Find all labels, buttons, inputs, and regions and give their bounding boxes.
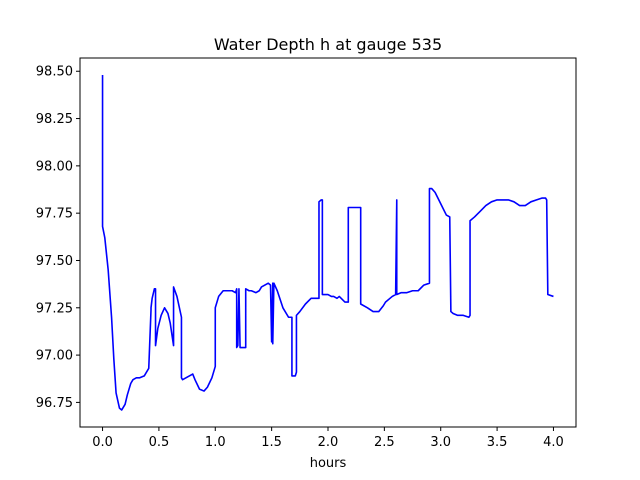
- y-tick-label: 98.00: [36, 159, 73, 174]
- y-tick-label: 96.75: [36, 396, 73, 411]
- x-tick-label: 2.0: [318, 435, 339, 450]
- x-tick-label: 1.0: [205, 435, 226, 450]
- x-tick-label: 3.5: [487, 435, 508, 450]
- y-tick-label: 97.00: [36, 349, 73, 364]
- plot-background: [80, 58, 576, 427]
- series-line: [101, 75, 554, 411]
- x-tick-label: 0.0: [92, 435, 113, 450]
- x-tick-label: 0.5: [149, 435, 170, 450]
- y-tick-label: 98.50: [36, 65, 73, 80]
- chart-title: Water Depth h at gauge 535: [214, 35, 442, 54]
- y-tick-label: 97.75: [36, 207, 73, 222]
- y-axis: 96.75 97.00 97.25 97.50 97.75 98.00 98.25 98.50: [36, 65, 80, 411]
- x-axis-label: hours: [310, 456, 347, 471]
- x-tick-label: 1.5: [261, 435, 282, 450]
- series-layer: [101, 75, 554, 411]
- plot-area: [79, 57, 577, 428]
- x-axis: 0.0 0.5 1.0 1.5 2.0 2.5 3.0 3.5 4.0: [92, 427, 564, 450]
- x-tick-label: 3.0: [430, 435, 451, 450]
- x-tick-label: 4.0: [543, 435, 564, 450]
- y-tick-label: 98.25: [36, 112, 73, 127]
- x-tick-label: 2.5: [374, 435, 395, 450]
- y-tick-label: 97.25: [36, 301, 73, 316]
- y-tick-label: 97.50: [36, 254, 73, 269]
